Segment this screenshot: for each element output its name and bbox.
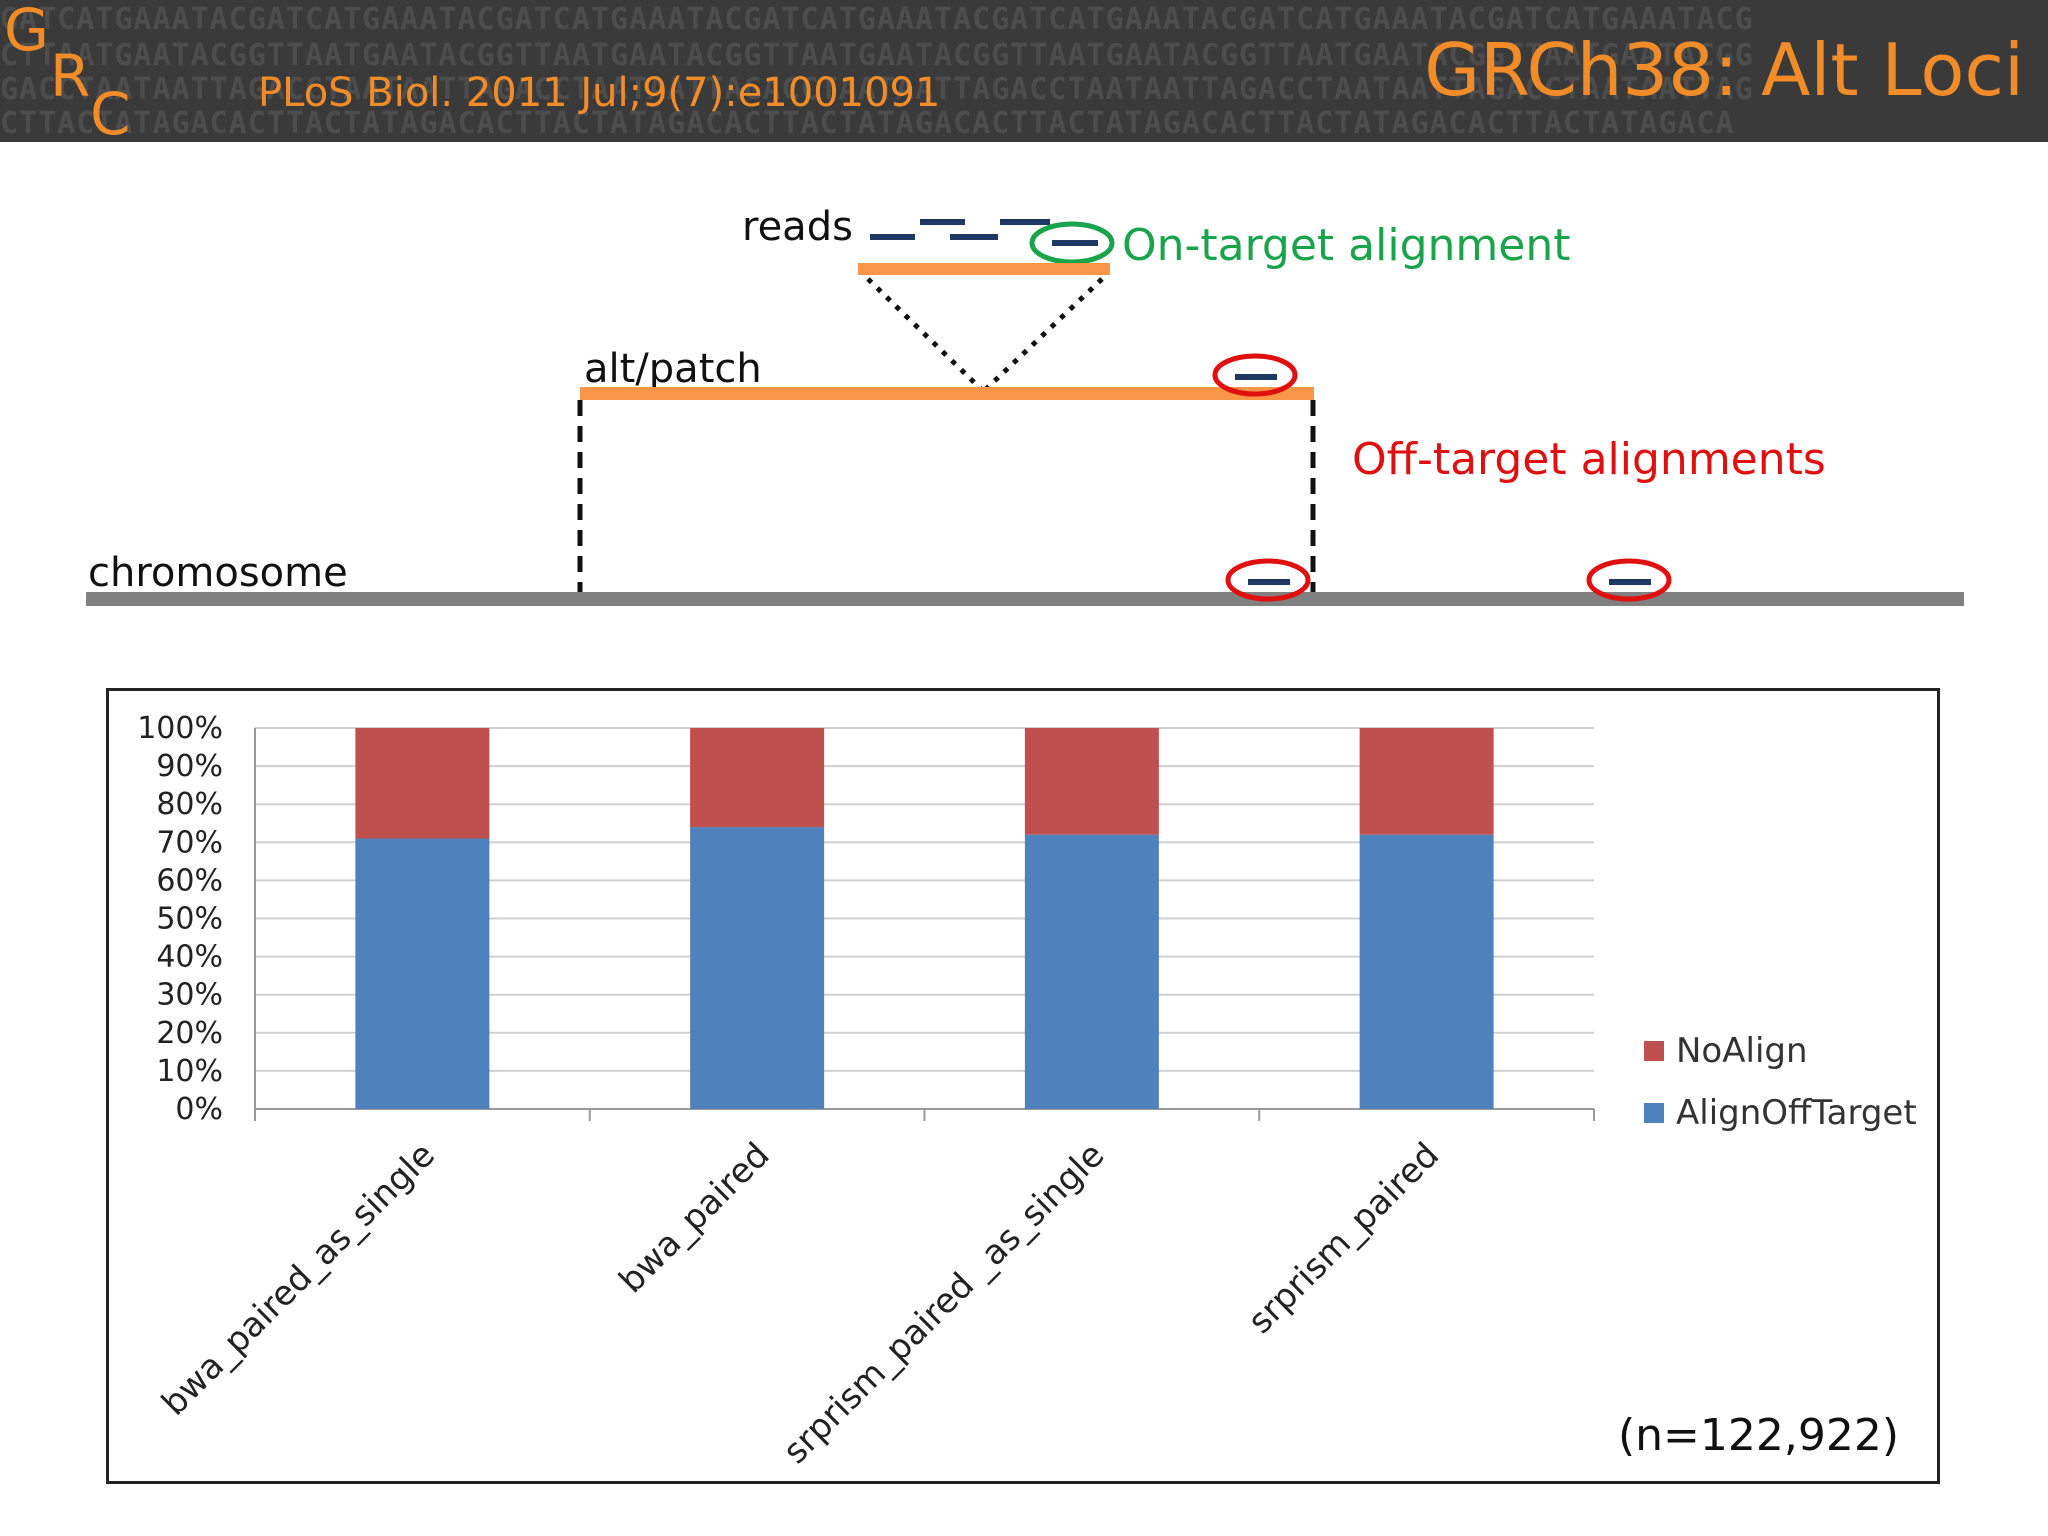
legend-swatch-noalign bbox=[1644, 1041, 1664, 1061]
chromosome-bar bbox=[86, 592, 1964, 606]
bar-noalign bbox=[355, 728, 490, 839]
slide-header: GATCATGAAATACGATCATGAAATACGATCATGAAATACG… bbox=[0, 0, 2048, 142]
stacked-bar-chart: 0%10%20%30%40%50% 60%70%80%90%100% bwa_pai… bbox=[137, 711, 1595, 1472]
alt-patch-bar bbox=[580, 387, 1314, 400]
zoom-line-left bbox=[866, 277, 984, 392]
x-category-label: srprism_paired bbox=[1240, 1135, 1447, 1342]
on-target-label: On-target alignment bbox=[1122, 220, 1570, 271]
legend-item-alignofftarget: AlignOffTarget bbox=[1644, 1093, 1917, 1133]
logo-letter-r: R bbox=[50, 42, 91, 110]
y-tick-label: 10% bbox=[156, 1054, 223, 1089]
logo-letter-c: C bbox=[90, 80, 131, 142]
x-category-label: bwa_paired bbox=[611, 1135, 777, 1301]
alt-patch-label: alt/patch bbox=[584, 346, 762, 392]
off-target-circle bbox=[1225, 558, 1311, 602]
legend-item-noalign: NoAlign bbox=[1644, 1031, 1917, 1071]
bar-alignofftarget bbox=[355, 838, 490, 1109]
y-tick-label: 40% bbox=[156, 940, 223, 975]
x-category-label: srprism_paired _as_single bbox=[776, 1135, 1113, 1472]
dna-background-line-4: CTTACTATAGACACTTACTATAGACACTTACTATAGACAC… bbox=[0, 106, 1735, 141]
legend-label-alignofftarget: AlignOffTarget bbox=[1676, 1093, 1917, 1133]
bar-alignofftarget bbox=[1024, 834, 1159, 1109]
legend-label-noalign: NoAlign bbox=[1676, 1031, 1808, 1071]
dna-background-line-2: CTTAATGAATACGGTTAATGAATACGGTTAATGAATACGG… bbox=[0, 38, 1754, 73]
y-tick-label: 80% bbox=[156, 787, 223, 822]
logo-letter-g: G bbox=[4, 0, 49, 64]
y-tick-label: 0% bbox=[175, 1092, 223, 1127]
y-tick-label: 50% bbox=[156, 902, 223, 937]
off-target-circle bbox=[1586, 558, 1672, 602]
bar-alignofftarget bbox=[690, 827, 825, 1109]
y-tick-label: 100% bbox=[137, 711, 223, 746]
y-tick-label: 30% bbox=[156, 978, 223, 1013]
slide-title: GRCh38: Alt Loci bbox=[1424, 28, 2024, 112]
y-tick-label: 90% bbox=[156, 749, 223, 784]
y-tick-label: 60% bbox=[156, 863, 223, 898]
bar-noalign bbox=[690, 728, 825, 828]
alt-zoom-bar bbox=[858, 263, 1110, 275]
chart-legend: NoAlign AlignOffTarget bbox=[1644, 1031, 1917, 1155]
alignment-diagram: reads On-target alignment alt/patch Off-… bbox=[86, 204, 1964, 606]
dna-background-line-1: GATCATGAAATACGATCATGAAATACGATCATGAAATACG… bbox=[0, 2, 1754, 37]
off-target-label: Off-target alignments bbox=[1352, 434, 1826, 485]
y-tick-label: 70% bbox=[156, 825, 223, 860]
sample-size-note: (n=122,922) bbox=[1617, 1410, 1899, 1461]
citation: PLoS Biol. 2011 Jul;9(7):e1001091 bbox=[258, 70, 941, 116]
legend-swatch-alignofftarget bbox=[1644, 1103, 1664, 1123]
dna-background-line-3: GACCTAATAATTAGACCTAATAATTAGACCTAATAATTAG… bbox=[0, 72, 1754, 107]
reads-label: reads bbox=[742, 204, 853, 250]
off-target-circle bbox=[1212, 353, 1298, 397]
bar-noalign bbox=[1024, 728, 1159, 835]
chromosome-label: chromosome bbox=[88, 550, 348, 596]
x-category-label: bwa_paired_as_single bbox=[154, 1135, 443, 1424]
bar-noalign bbox=[1359, 728, 1494, 835]
chart-frame: 0% 10% 20% 30% 40% 50% 60% 70% 80% 90% 100% bwa_pai… bbox=[106, 688, 1940, 1484]
bar-alignofftarget bbox=[1359, 834, 1494, 1109]
zoom-line-right bbox=[983, 277, 1104, 392]
y-tick-label: 20% bbox=[156, 1016, 223, 1051]
on-target-circle bbox=[1029, 221, 1115, 265]
